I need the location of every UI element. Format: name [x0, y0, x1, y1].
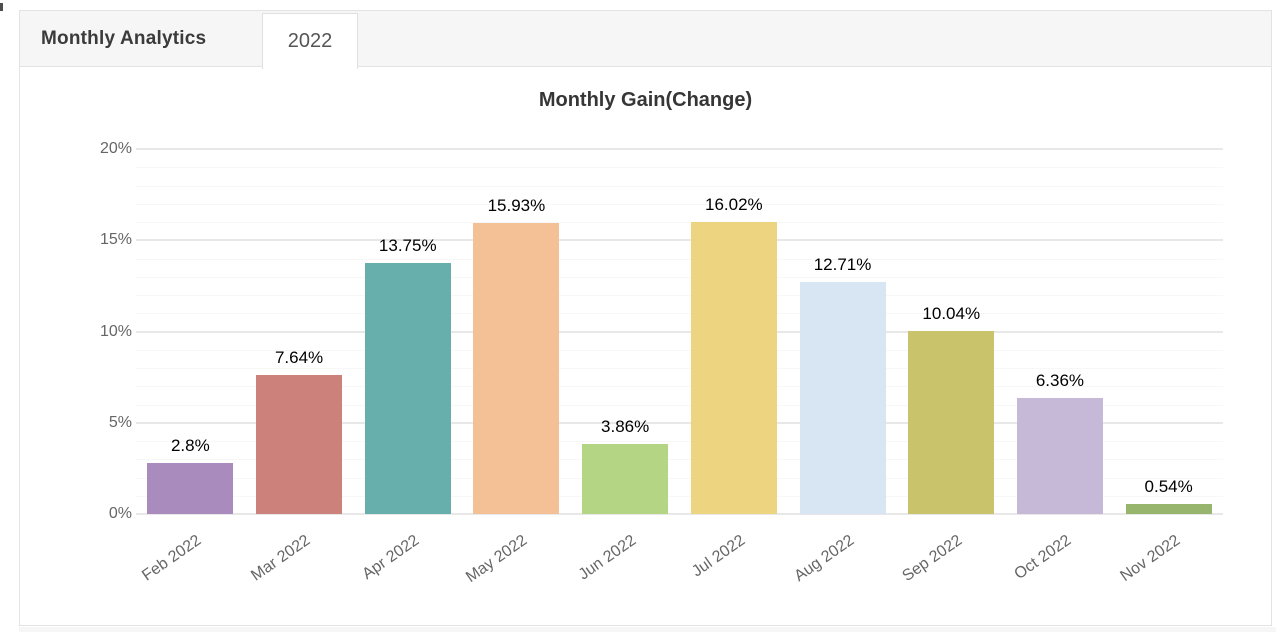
gridline [136, 404, 1223, 406]
gridline [136, 222, 1223, 223]
bar-value-label: 12.71% [813, 255, 872, 275]
bar-value-label: 7.64% [274, 347, 324, 367]
tab-2022-label: 2022 [287, 30, 333, 52]
gridline [136, 421, 1223, 424]
plot-area: 0% 5% 10% 15% 20% 2.8% Feb 2022 7.64% Mar 2022 13… [20, 11, 1271, 625]
gridline [136, 441, 1223, 442]
bar-feb-2022[interactable] [147, 462, 234, 514]
panel-title: Monthly Analytics [41, 28, 207, 49]
gridline [136, 185, 1223, 187]
bar-oct-2022[interactable] [1016, 397, 1103, 514]
gridline [136, 295, 1223, 296]
window-edge-artifact [0, 3, 3, 11]
gridline [136, 313, 1223, 315]
bar-value-label: 2.8% [170, 435, 210, 455]
bar-jul-2022[interactable] [690, 221, 777, 514]
gridline [136, 349, 1223, 351]
gridline [136, 495, 1223, 497]
gridline [136, 477, 1223, 479]
bar-value-label: 0.54% [1144, 477, 1193, 497]
gridline [136, 330, 1223, 333]
chart-title: Monthly Gain(Change) [538, 89, 753, 111]
gridline [136, 167, 1223, 169]
gridline [136, 513, 1223, 515]
y-axis-tick-label: 10% [99, 322, 132, 340]
y-axis-tick-label: 15% [99, 231, 132, 249]
y-axis-tick-label: 5% [108, 413, 132, 431]
gridline [136, 386, 1223, 388]
bar-value-label: 16.02% [705, 194, 763, 214]
bar-value-label: 3.86% [601, 416, 650, 436]
bar-value-label: 6.36% [1035, 370, 1085, 390]
gridline [136, 258, 1223, 260]
gridline [136, 459, 1223, 461]
bar-apr-2022[interactable] [364, 263, 451, 514]
tab-2022[interactable]: 2022 [262, 13, 358, 69]
bar-aug-2022[interactable] [799, 282, 886, 514]
bar-may-2022[interactable] [473, 223, 560, 514]
gridline [136, 276, 1223, 278]
gridline [136, 368, 1223, 369]
gridline [136, 203, 1223, 205]
bar-mar-2022[interactable] [256, 374, 343, 514]
bar-jun-2022[interactable] [582, 443, 669, 514]
gridline [136, 239, 1223, 242]
bar-value-label: 10.04% [922, 303, 981, 323]
panel-header: Monthly Analytics [20, 11, 1271, 67]
bottom-strip [19, 627, 1276, 632]
bar-value-label: 15.93% [487, 196, 546, 216]
bar-nov-2022[interactable] [1125, 504, 1212, 514]
bar-value-label: 13.75% [378, 236, 437, 256]
gridline [136, 148, 1223, 150]
monthly-analytics-panel: Monthly Analytics 2022 Monthly Gain(Chan… [19, 10, 1272, 626]
y-axis-tick-label: 0% [108, 505, 132, 522]
bar-sep-2022[interactable] [908, 330, 995, 514]
y-axis-tick-label: 20% [99, 140, 132, 157]
